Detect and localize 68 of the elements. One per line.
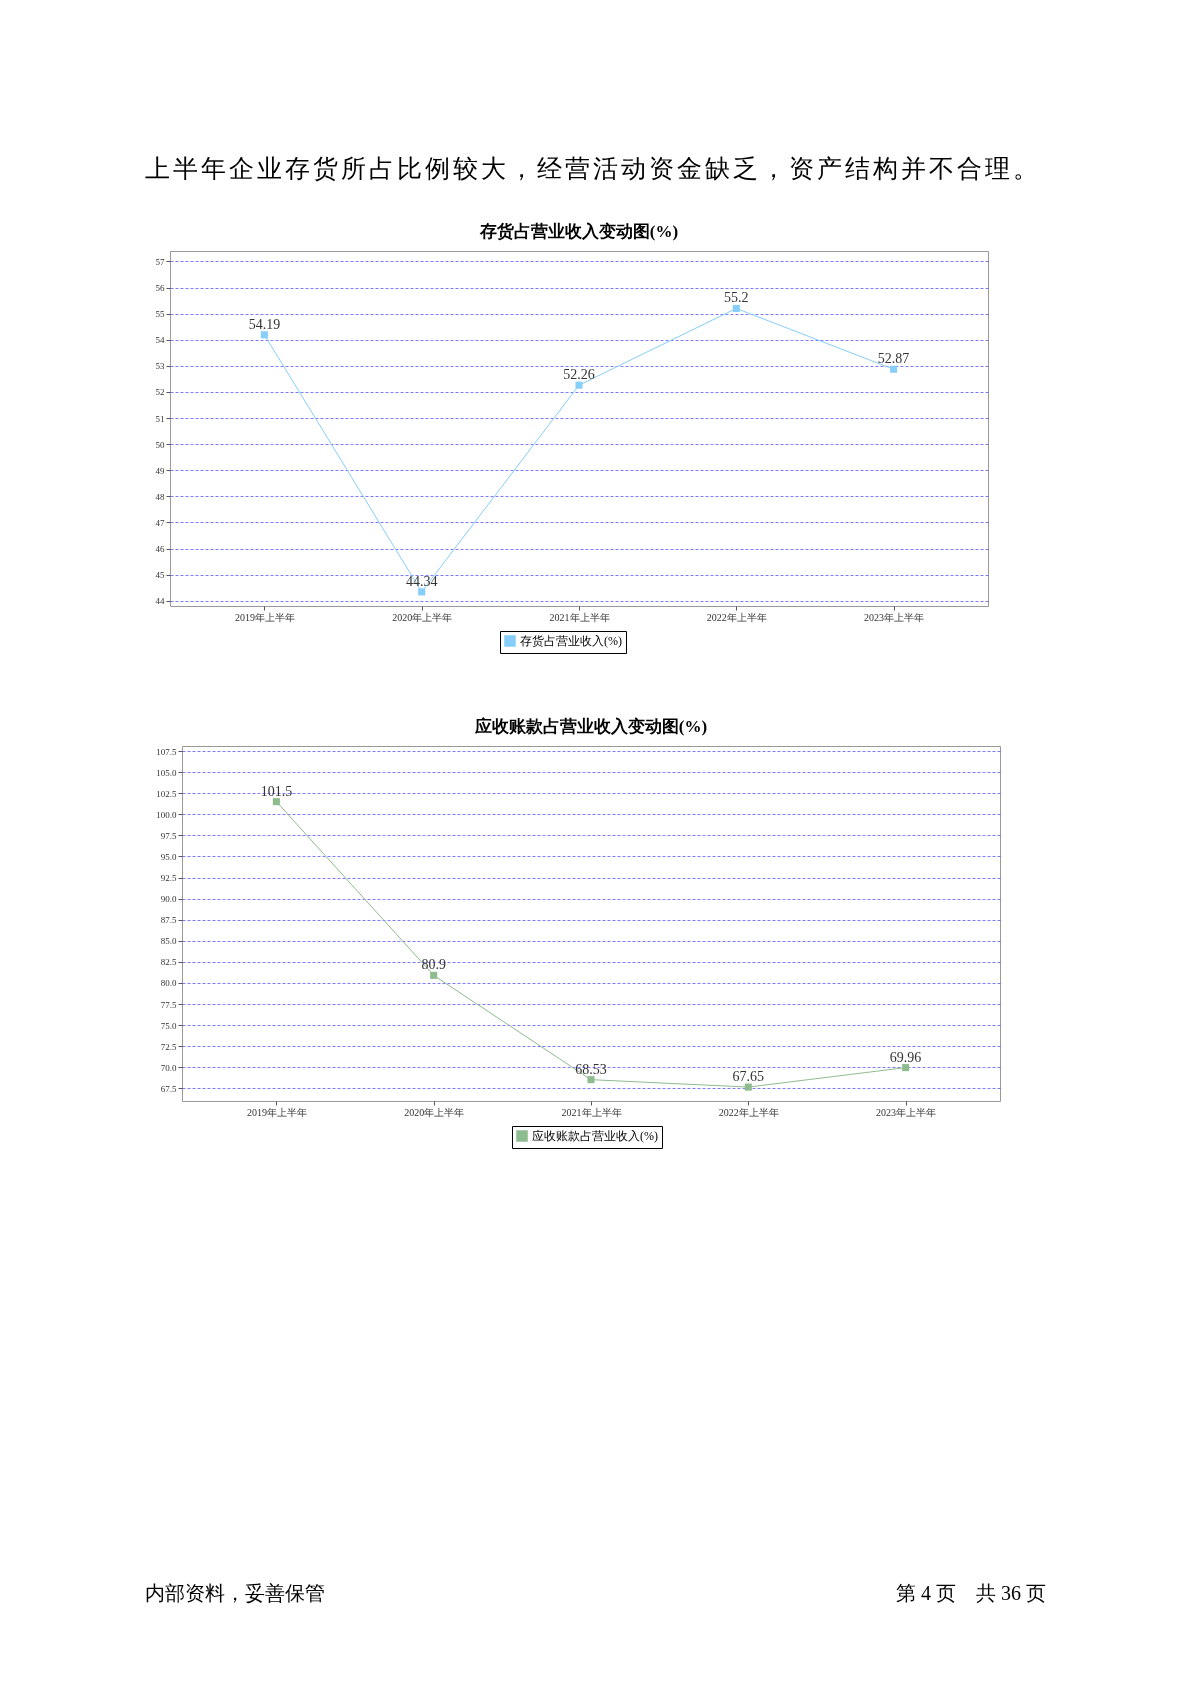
point bbox=[890, 365, 898, 373]
x-tick-label: 2021年上半年 bbox=[561, 1106, 622, 1118]
y-tick-label: 53 bbox=[155, 361, 165, 372]
y-tick-label: 46 bbox=[155, 544, 165, 555]
data-label: 69.96 bbox=[889, 1049, 922, 1065]
y-tick-label: 44 bbox=[155, 596, 165, 607]
point bbox=[260, 331, 268, 339]
y-tick-label: 80.0 bbox=[160, 978, 177, 989]
y-tick-label: 57 bbox=[155, 256, 165, 267]
y-tick-label: 51 bbox=[155, 413, 165, 424]
y-tick-label: 56 bbox=[155, 283, 165, 294]
data-label: 68.53 bbox=[575, 1061, 607, 1077]
y-tick-label: 45 bbox=[155, 570, 165, 581]
x-tick-label: 2019年上半年 bbox=[246, 1106, 307, 1118]
point bbox=[744, 1083, 752, 1091]
x-tick-label: 2022年上半年 bbox=[718, 1106, 779, 1118]
y-tick-label: 95.0 bbox=[160, 851, 177, 862]
y-tick-label: 107.5 bbox=[156, 746, 177, 757]
y-tick-label: 92.5 bbox=[160, 873, 177, 884]
data-label: 44.34 bbox=[405, 573, 438, 589]
x-tick-label: 2021年上半年 bbox=[549, 611, 610, 623]
y-tick-label: 54 bbox=[155, 335, 165, 346]
y-tick-label: 49 bbox=[155, 465, 165, 476]
y-tick-label: 100.0 bbox=[156, 809, 177, 820]
y-tick-label: 97.5 bbox=[160, 830, 177, 841]
point bbox=[430, 971, 438, 979]
x-tick-label: 2023年上半年 bbox=[864, 611, 925, 623]
data-label: 101.5 bbox=[260, 783, 293, 799]
x-tick-label: 2022年上半年 bbox=[706, 611, 767, 623]
x-tick-label: 2020年上半年 bbox=[404, 1106, 465, 1118]
x-tick-label: 2023年上半年 bbox=[876, 1106, 937, 1118]
y-tick-label: 85.0 bbox=[160, 936, 177, 947]
data-label: 52.26 bbox=[563, 367, 595, 383]
point bbox=[902, 1064, 910, 1072]
data-label: 80.9 bbox=[421, 957, 446, 973]
y-tick-label: 105.0 bbox=[156, 767, 177, 778]
data-label: 54.19 bbox=[248, 316, 281, 332]
y-tick-label: 67.5 bbox=[160, 1083, 177, 1094]
y-tick-label: 52 bbox=[155, 387, 165, 398]
data-label: 55.2 bbox=[724, 290, 749, 306]
chart-title: 应收账款占营业收入变动图(%) bbox=[473, 717, 708, 736]
y-tick-label: 77.5 bbox=[160, 999, 177, 1010]
point bbox=[418, 588, 426, 596]
y-tick-label: 70.0 bbox=[160, 1062, 177, 1073]
legend-label: 存货占营业收入(%) bbox=[520, 634, 622, 648]
data-label: 67.65 bbox=[732, 1069, 765, 1085]
text: 第 4 页 共 36 页 bbox=[896, 1581, 1046, 1606]
y-tick-label: 47 bbox=[155, 517, 165, 528]
legend-label: 应收账款占营业收入(%) bbox=[532, 1129, 658, 1143]
y-tick-label: 55 bbox=[155, 309, 165, 320]
y-tick-label: 50 bbox=[155, 439, 165, 450]
point bbox=[575, 381, 583, 389]
point bbox=[272, 798, 280, 806]
point bbox=[587, 1076, 595, 1084]
y-tick-label: 72.5 bbox=[160, 1041, 177, 1052]
text: 上半年企业存货所占比例较大，经营活动资金缺乏，资产结构并不合理。 bbox=[145, 154, 1041, 184]
x-tick-label: 2019年上半年 bbox=[234, 611, 295, 623]
y-tick-label: 82.5 bbox=[160, 957, 177, 968]
x-tick-label: 2020年上半年 bbox=[392, 611, 453, 623]
y-tick-label: 102.5 bbox=[156, 788, 177, 799]
y-tick-label: 75.0 bbox=[160, 1020, 177, 1031]
y-tick-label: 87.5 bbox=[160, 915, 177, 926]
text: 内部资料，妥善保管 bbox=[145, 1581, 325, 1606]
y-tick-label: 48 bbox=[155, 491, 165, 502]
y-tick-label: 90.0 bbox=[160, 894, 177, 905]
chart-title: 存货占营业收入变动图(%) bbox=[478, 222, 679, 241]
point bbox=[732, 304, 740, 312]
data-label: 52.87 bbox=[877, 351, 910, 367]
